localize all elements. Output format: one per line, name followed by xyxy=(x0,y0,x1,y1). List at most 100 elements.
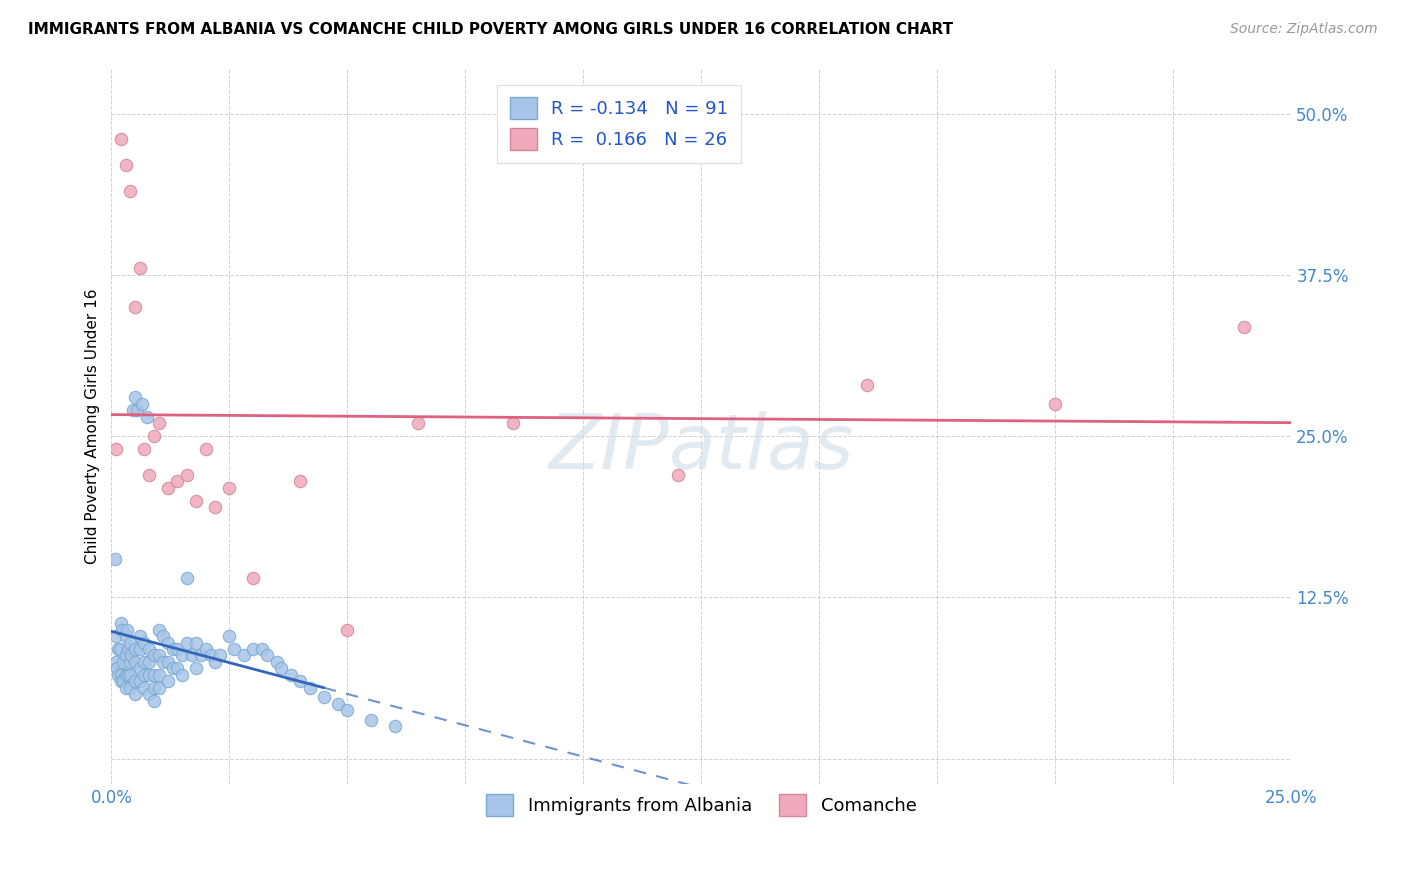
Point xyxy=(120,184,142,198)
Point xyxy=(186,493,208,508)
Point xyxy=(157,481,180,495)
Point xyxy=(128,642,150,657)
Point xyxy=(176,635,198,649)
Point xyxy=(157,655,180,669)
Point xyxy=(142,681,165,695)
Point xyxy=(252,642,274,657)
Point xyxy=(1045,397,1067,411)
Point xyxy=(128,661,150,675)
Point xyxy=(115,623,138,637)
Point xyxy=(200,648,222,663)
Point xyxy=(142,667,165,681)
Point xyxy=(134,681,156,695)
Point xyxy=(176,571,198,585)
Point xyxy=(1233,319,1256,334)
Point xyxy=(111,623,134,637)
Point xyxy=(131,397,153,411)
Point xyxy=(114,667,136,681)
Point xyxy=(124,687,146,701)
Point xyxy=(166,475,188,489)
Point xyxy=(110,674,132,689)
Point xyxy=(148,681,170,695)
Point xyxy=(166,661,188,675)
Point xyxy=(298,681,321,695)
Point xyxy=(134,635,156,649)
Point xyxy=(120,655,142,669)
Point xyxy=(142,693,165,707)
Point xyxy=(135,409,157,424)
Point xyxy=(270,661,292,675)
Point xyxy=(138,655,160,669)
Point xyxy=(110,667,132,681)
Point xyxy=(162,661,184,675)
Point xyxy=(152,655,174,669)
Point xyxy=(138,642,160,657)
Point xyxy=(134,655,156,669)
Point xyxy=(138,467,160,482)
Point xyxy=(112,655,135,669)
Point xyxy=(134,442,156,456)
Point xyxy=(152,629,174,643)
Point xyxy=(124,655,146,669)
Point xyxy=(232,648,254,663)
Point xyxy=(204,500,226,514)
Point xyxy=(162,642,184,657)
Point xyxy=(312,690,335,704)
Point xyxy=(666,467,689,482)
Point xyxy=(336,623,359,637)
Point xyxy=(128,261,150,276)
Point xyxy=(208,648,231,663)
Point xyxy=(290,674,312,689)
Point xyxy=(104,551,127,566)
Point xyxy=(148,623,170,637)
Point xyxy=(105,661,128,675)
Point xyxy=(138,687,160,701)
Point xyxy=(120,667,142,681)
Point xyxy=(502,416,524,430)
Point xyxy=(406,416,429,430)
Text: Source: ZipAtlas.com: Source: ZipAtlas.com xyxy=(1230,22,1378,37)
Point xyxy=(110,616,132,631)
Point xyxy=(360,713,382,727)
Point xyxy=(124,642,146,657)
Point xyxy=(157,674,180,689)
Point xyxy=(110,132,132,146)
Point xyxy=(114,681,136,695)
Point xyxy=(172,667,194,681)
Point xyxy=(105,629,128,643)
Point xyxy=(105,442,128,456)
Point xyxy=(290,475,312,489)
Text: ZIPatlas: ZIPatlas xyxy=(548,411,853,485)
Point xyxy=(121,403,143,417)
Point xyxy=(120,681,142,695)
Point xyxy=(120,635,142,649)
Point xyxy=(124,674,146,689)
Point xyxy=(218,629,240,643)
Point xyxy=(127,403,149,417)
Point xyxy=(280,667,302,681)
Point xyxy=(266,655,288,669)
Point xyxy=(117,642,139,657)
Text: IMMIGRANTS FROM ALBANIA VS COMANCHE CHILD POVERTY AMONG GIRLS UNDER 16 CORRELATI: IMMIGRANTS FROM ALBANIA VS COMANCHE CHIL… xyxy=(28,22,953,37)
Point xyxy=(128,629,150,643)
Point xyxy=(384,719,406,733)
Point xyxy=(242,571,264,585)
Point xyxy=(326,698,349,712)
Point xyxy=(134,667,156,681)
Point xyxy=(108,642,131,657)
Point xyxy=(114,629,136,643)
Point xyxy=(107,642,129,657)
Point xyxy=(172,648,194,663)
Point xyxy=(194,642,217,657)
Point xyxy=(855,377,877,392)
Point xyxy=(138,667,160,681)
Point xyxy=(148,648,170,663)
Point xyxy=(204,655,226,669)
Point xyxy=(336,703,359,717)
Point xyxy=(166,642,188,657)
Point xyxy=(105,655,128,669)
Point xyxy=(157,635,180,649)
Point xyxy=(128,674,150,689)
Point xyxy=(142,429,165,443)
Point xyxy=(117,667,139,681)
